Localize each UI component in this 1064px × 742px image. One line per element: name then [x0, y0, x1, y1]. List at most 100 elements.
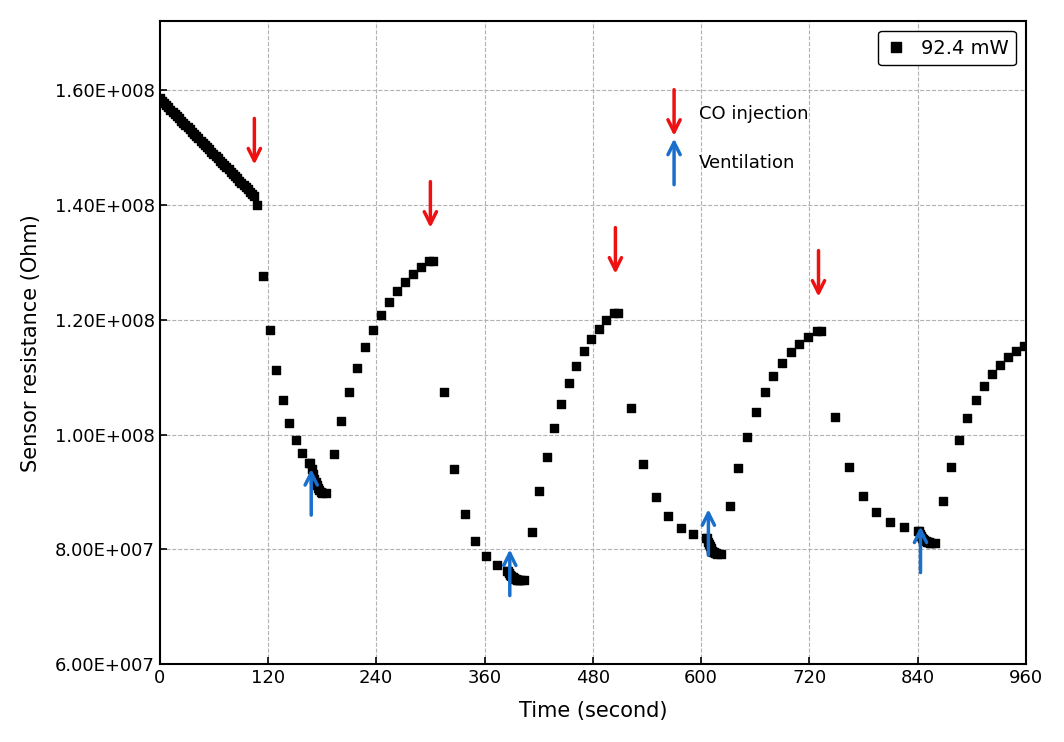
92.4 mW: [501, 567, 518, 579]
92.4 mW: [538, 451, 555, 463]
92.4 mW: [913, 530, 930, 542]
92.4 mW: [959, 412, 976, 424]
92.4 mW: [512, 574, 529, 586]
92.4 mW: [523, 526, 541, 538]
92.4 mW: [704, 545, 721, 556]
92.4 mW: [505, 572, 522, 584]
92.4 mW: [546, 422, 563, 434]
92.4 mW: [583, 333, 600, 345]
92.4 mW: [255, 270, 272, 282]
92.4 mW: [634, 459, 651, 470]
92.4 mW: [304, 468, 321, 480]
92.4 mW: [922, 537, 940, 549]
92.4 mW: [706, 547, 724, 559]
92.4 mW: [420, 255, 437, 267]
92.4 mW: [310, 482, 327, 493]
92.4 mW: [730, 462, 747, 474]
92.4 mW: [172, 115, 189, 127]
92.4 mW: [910, 525, 927, 536]
Legend: 92.4 mW: 92.4 mW: [878, 30, 1016, 65]
92.4 mW: [216, 159, 233, 171]
92.4 mW: [303, 463, 320, 475]
92.4 mW: [181, 124, 198, 136]
92.4 mW: [185, 128, 202, 139]
92.4 mW: [1008, 345, 1025, 357]
92.4 mW: [713, 548, 730, 559]
92.4 mW: [227, 170, 244, 182]
92.4 mW: [220, 163, 237, 175]
92.4 mW: [709, 548, 726, 559]
92.4 mW: [506, 573, 523, 585]
92.4 mW: [927, 537, 944, 549]
92.4 mW: [314, 487, 331, 499]
92.4 mW: [511, 574, 528, 586]
92.4 mW: [412, 261, 429, 273]
92.4 mW: [189, 132, 206, 144]
92.4 mW: [235, 179, 252, 191]
92.4 mW: [809, 326, 826, 338]
92.4 mW: [919, 536, 936, 548]
92.4 mW: [999, 351, 1016, 363]
92.4 mW: [212, 154, 229, 166]
92.4 mW: [660, 510, 677, 522]
92.4 mW: [388, 285, 405, 297]
92.4 mW: [151, 93, 168, 105]
92.4 mW: [425, 255, 442, 267]
92.4 mW: [281, 417, 298, 429]
92.4 mW: [576, 345, 593, 357]
92.4 mW: [488, 559, 505, 571]
92.4 mW: [199, 141, 216, 153]
92.4 mW: [187, 130, 204, 142]
92.4 mW: [697, 532, 714, 544]
92.4 mW: [192, 134, 209, 146]
92.4 mW: [305, 473, 322, 485]
92.4 mW: [404, 268, 421, 280]
92.4 mW: [244, 188, 261, 200]
92.4 mW: [302, 457, 319, 469]
92.4 mW: [561, 377, 578, 389]
92.4 mW: [509, 574, 526, 585]
92.4 mW: [294, 447, 311, 459]
92.4 mW: [967, 394, 984, 406]
Text: Ventilation: Ventilation: [699, 154, 796, 171]
92.4 mW: [207, 150, 225, 162]
92.4 mW: [179, 122, 196, 134]
92.4 mW: [196, 139, 213, 151]
92.4 mW: [705, 545, 722, 557]
92.4 mW: [309, 479, 326, 491]
92.4 mW: [177, 119, 194, 131]
92.4 mW: [708, 548, 725, 559]
92.4 mW: [508, 574, 525, 585]
92.4 mW: [249, 199, 266, 211]
92.4 mW: [201, 143, 218, 155]
92.4 mW: [918, 536, 935, 548]
92.4 mW: [943, 462, 960, 473]
92.4 mW: [910, 525, 927, 536]
92.4 mW: [239, 183, 256, 195]
92.4 mW: [510, 574, 527, 586]
92.4 mW: [983, 368, 1000, 380]
92.4 mW: [478, 550, 495, 562]
92.4 mW: [568, 360, 585, 372]
92.4 mW: [896, 522, 913, 533]
92.4 mW: [854, 490, 871, 502]
92.4 mW: [882, 516, 899, 528]
92.4 mW: [703, 544, 720, 556]
92.4 mW: [698, 532, 715, 544]
92.4 mW: [160, 102, 177, 114]
92.4 mW: [598, 314, 615, 326]
92.4 mW: [951, 434, 968, 446]
92.4 mW: [499, 565, 516, 577]
92.4 mW: [1016, 340, 1033, 352]
92.4 mW: [841, 461, 858, 473]
92.4 mW: [915, 533, 932, 545]
X-axis label: Time (second): Time (second): [518, 701, 667, 721]
92.4 mW: [233, 177, 250, 188]
92.4 mW: [531, 485, 548, 497]
92.4 mW: [162, 104, 179, 116]
92.4 mW: [499, 565, 516, 577]
92.4 mW: [300, 457, 317, 469]
92.4 mW: [553, 398, 570, 410]
92.4 mW: [774, 357, 791, 369]
92.4 mW: [214, 157, 231, 168]
